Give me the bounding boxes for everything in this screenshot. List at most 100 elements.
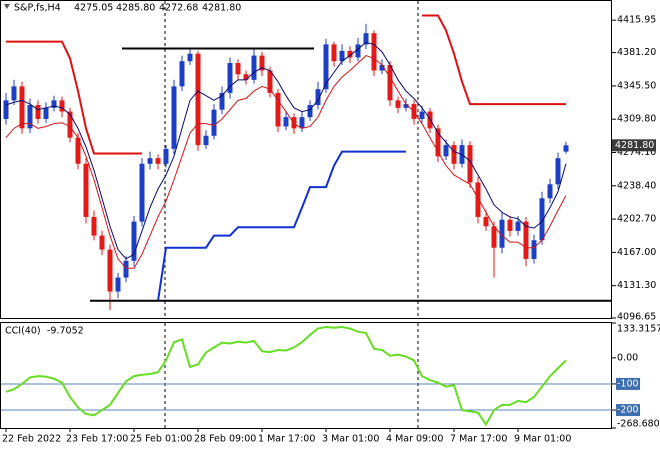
x-tick-label: 9 Mar 01:00 [514,434,571,445]
candle-body [523,221,529,259]
candle-body [307,105,313,118]
y-tick-label: 4309.80 [617,114,656,125]
candle-body [19,86,25,129]
candle-body [363,33,369,45]
candle-body [539,198,545,241]
x-tick-label: 7 Mar 17:00 [450,434,507,445]
candle-body [187,53,193,62]
y-tick-label: 4381.20 [617,47,656,58]
candle-body [67,111,73,138]
candle-body [155,158,161,164]
candle-body [387,64,393,101]
x-tick-label: 22 Feb 2022 [2,434,61,445]
y-tick-label: 4415.95 [617,15,656,26]
candle-body [563,145,569,152]
cci-tick-label: -100 [617,378,639,389]
candle-body [235,63,241,75]
y-tick-label: 4096.65 [617,312,656,323]
candle-body [443,145,449,157]
candle-body [259,55,265,71]
candle-body [35,105,41,120]
candle-body [43,107,49,120]
candle-body [179,61,185,87]
candle-body [331,44,337,62]
candle-body [555,158,561,185]
symbol-icon [4,4,10,9]
cci-frame [0,322,612,429]
candle-body [59,100,65,112]
candle-body [123,260,129,278]
candle-body [107,249,113,292]
cci-line [5,325,567,427]
candle-body [483,216,489,227]
cci-tick-label: 0.00 [617,352,638,363]
indicator-line [6,40,142,155]
x-tick-label: 1 Mar 17:00 [258,434,315,445]
candle-body [315,89,321,106]
candle-body [395,100,401,108]
candle-body [267,70,273,93]
main-frame [0,0,612,319]
x-tick-label: 4 Mar 09:00 [386,434,443,445]
candle-body [379,64,385,71]
candle-body [467,145,473,183]
candle-body [219,92,225,110]
candle-body [283,117,289,127]
candle-body [211,109,217,136]
candle-body [99,235,105,250]
candle-body [83,163,89,217]
candle-body [243,74,249,80]
candle-body [91,216,97,236]
header-open: 4275.05 [74,3,113,14]
header-close: 4281.80 [202,3,241,14]
y-tick-label: 4274.10 [617,147,656,158]
indicator-line [422,14,566,106]
last-price-box [612,139,656,152]
x-tick-label: 23 Feb 17:00 [66,434,128,445]
candle-body [507,219,513,231]
y-tick-label: 4167.00 [617,247,656,258]
candle-body [547,184,553,199]
indicator-line [157,150,406,302]
candle-body [75,137,81,164]
x-tick-label: 28 Feb 09:00 [194,434,256,445]
candle-body [11,86,17,101]
candle-body [171,86,177,149]
header-low: 4272.68 [159,3,198,14]
candle-body [435,128,441,157]
cci-tick-label: 133.3157 [617,324,660,335]
header-high: 4285.80 [116,3,155,14]
candle-body [115,277,121,292]
candle-body [27,105,33,129]
candle-body [347,50,353,58]
candle-body [275,92,281,127]
candle-body [323,44,329,90]
x-tick-label: 3 Mar 01:00 [322,434,379,445]
candle-body [451,145,457,164]
candle-body [291,117,297,129]
candle-body [147,158,153,164]
candle-body [195,53,201,146]
cci-tick-label: -200 [617,405,639,416]
candle-body [299,117,305,129]
cci-value: -9.7052 [47,326,84,337]
cci-tick-bg [616,404,640,417]
candle-body [475,182,481,217]
x-tick-label: 25 Feb 01:00 [130,434,192,445]
candle-body [403,104,409,108]
y-tick-label: 4238.40 [617,180,656,191]
cci-tick-bg [616,377,640,390]
symbol: S&P,fs,H4 [14,3,61,14]
last-price-label: 4281.80 [615,140,654,151]
candle-body [515,221,521,231]
candle-body [491,226,497,248]
indicator-line [5,41,567,260]
candle-body [203,135,209,146]
candle-body [139,163,145,222]
candle-body [419,111,425,120]
candle-body [251,55,257,80]
y-tick-label: 4202.70 [617,214,656,225]
candle-body [499,219,505,248]
